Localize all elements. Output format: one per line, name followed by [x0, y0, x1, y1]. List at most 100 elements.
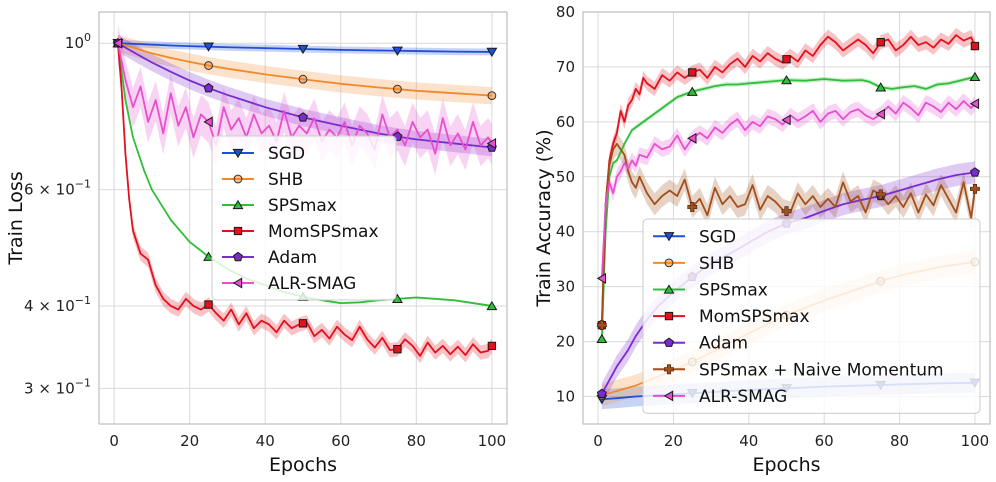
- legend: SGD SHB SPSmax MomSPSmax Adam SPSmax + Naive …: [642, 218, 981, 414]
- train-accuracy-panel: 0 20 40 60 80 100 10 20 30 40 50 60 70 80 Epochs Train …: [533, 3, 991, 476]
- point-alr-smag: [486, 137, 497, 149]
- x-tick-label: 40: [256, 432, 275, 450]
- point-alr-smag: [781, 114, 791, 126]
- y-tick-label: 6 × 10−1: [24, 178, 91, 199]
- y-tick-label: 3 × 10−1: [24, 376, 91, 397]
- legend-item-spsmax-naive-momentum: SPSmax + Naive Momentum: [653, 360, 944, 380]
- y-tick-label: 30: [556, 278, 575, 296]
- line-momspsmax: [600, 34, 976, 326]
- legend-marker: [663, 390, 674, 402]
- point-spsmax-naive-momentum: [687, 202, 698, 212]
- point-spsmax: [781, 74, 792, 85]
- point-spsmax-naive-momentum: [596, 320, 607, 331]
- legend-label: SHB: [699, 254, 734, 274]
- x-tick-label: 0: [593, 432, 603, 450]
- legend-marker: [232, 148, 244, 159]
- x-axis-label: Epochs: [269, 454, 337, 476]
- x-axis-label: Epochs: [752, 454, 820, 476]
- point-shb: [298, 74, 308, 84]
- y-tick-label: 40: [556, 223, 575, 241]
- legend-marker: [233, 226, 243, 236]
- x-tick-label: 80: [890, 432, 909, 450]
- point-spsmax: [969, 71, 981, 82]
- point-adam: [203, 82, 214, 93]
- x-tick-label: 0: [109, 432, 119, 450]
- point-shb: [487, 91, 497, 101]
- line-spsmax: [600, 75, 976, 339]
- legend-label: MomSPSmax: [268, 222, 379, 242]
- legend-item-momspsmax: MomSPSmax: [222, 222, 379, 242]
- legend-label: SPSmax: [268, 196, 337, 216]
- point-shb: [204, 61, 213, 70]
- legend-label: Adam: [699, 334, 748, 354]
- y-tick-label: 70: [556, 58, 575, 76]
- point-spsmax: [686, 86, 698, 96]
- point-alr-smag: [203, 116, 213, 128]
- legend-marker: [664, 337, 674, 347]
- point-alr-smag: [969, 98, 980, 110]
- point-sgd: [297, 44, 309, 55]
- legend-item-sgd: SGD: [222, 144, 305, 164]
- legend-item-shb: SHB: [653, 254, 734, 274]
- legend-marker: [663, 284, 675, 294]
- legend-item-adam: Adam: [222, 248, 317, 268]
- line-spsmax-naive-momentum: [600, 142, 976, 326]
- legend-marker: [233, 251, 243, 262]
- legend-box: [211, 135, 397, 301]
- point-alr-smag: [687, 132, 697, 144]
- point-momspsmax: [393, 345, 402, 354]
- y-tick-label: 50: [556, 168, 575, 186]
- legend-label: Adam: [268, 248, 317, 268]
- legend-item-adam: Adam: [653, 334, 748, 354]
- legend-label: ALR-SMAG: [699, 387, 787, 407]
- legend-label: ALR-SMAG: [268, 274, 356, 294]
- line-alr-smag: [117, 43, 493, 155]
- x-tick-label: 60: [331, 432, 350, 450]
- point-momspsmax: [298, 319, 308, 328]
- point-spsmax-naive-momentum: [970, 183, 980, 194]
- y-tick-label: 10: [556, 388, 575, 406]
- y-tick-label: 100: [65, 31, 91, 52]
- point-adam: [969, 167, 980, 177]
- point-momspsmax: [970, 41, 980, 51]
- point-sgd: [391, 46, 403, 56]
- point-momspsmax: [876, 38, 885, 47]
- legend-item-sgd: SGD: [653, 227, 736, 247]
- legend-label: SGD: [699, 227, 736, 247]
- legend-marker: [232, 199, 244, 210]
- point-alr-smag: [112, 37, 123, 49]
- legend-marker: [664, 311, 674, 321]
- legend-label: SPSmax: [699, 281, 768, 301]
- point-spsmax-naive-momentum: [781, 206, 792, 217]
- legend-item-spsmax: SPSmax: [653, 281, 768, 301]
- point-spsmax: [875, 82, 887, 92]
- line-alr-smag: [600, 100, 976, 279]
- line-sgd: [117, 42, 492, 53]
- x-tick-label: 60: [815, 432, 834, 450]
- point-spsmax: [486, 300, 498, 311]
- point-momspsmax: [782, 55, 791, 64]
- point-spsmax: [203, 251, 215, 261]
- y-tick-label: 20: [556, 333, 575, 351]
- legend-item-alr-smag: ALR-SMAG: [222, 274, 356, 294]
- legend-marker: [232, 277, 243, 289]
- legend-box: [642, 218, 981, 414]
- axes-frame: [582, 11, 991, 425]
- legend-label: SGD: [268, 144, 305, 164]
- point-alr-smag: [596, 272, 607, 284]
- legend-item-alr-smag: ALR-SMAG: [653, 387, 787, 407]
- point-adam: [298, 112, 308, 122]
- line-shb: [117, 42, 492, 97]
- axes-frame: [98, 11, 508, 425]
- train-loss-panel: 0 20 40 60 80 100 100 6 × 10−1 4 × 10−1 3 × 10−1 E…: [5, 11, 508, 476]
- legend-item-shb: SHB: [222, 170, 303, 190]
- point-spsmax: [596, 333, 608, 344]
- y-axis-label: Train Loss: [5, 171, 27, 265]
- legend-item-spsmax: SPSmax: [222, 196, 337, 216]
- legend: SGD SHB SPSmax MomSPSmax Adam ALR-SMAG: [211, 135, 397, 301]
- y-axis-label: Train Accuracy (%): [533, 129, 555, 307]
- point-sgd: [486, 47, 498, 58]
- legend-label: MomSPSmax: [699, 307, 810, 327]
- x-tick-label: 100: [961, 432, 990, 450]
